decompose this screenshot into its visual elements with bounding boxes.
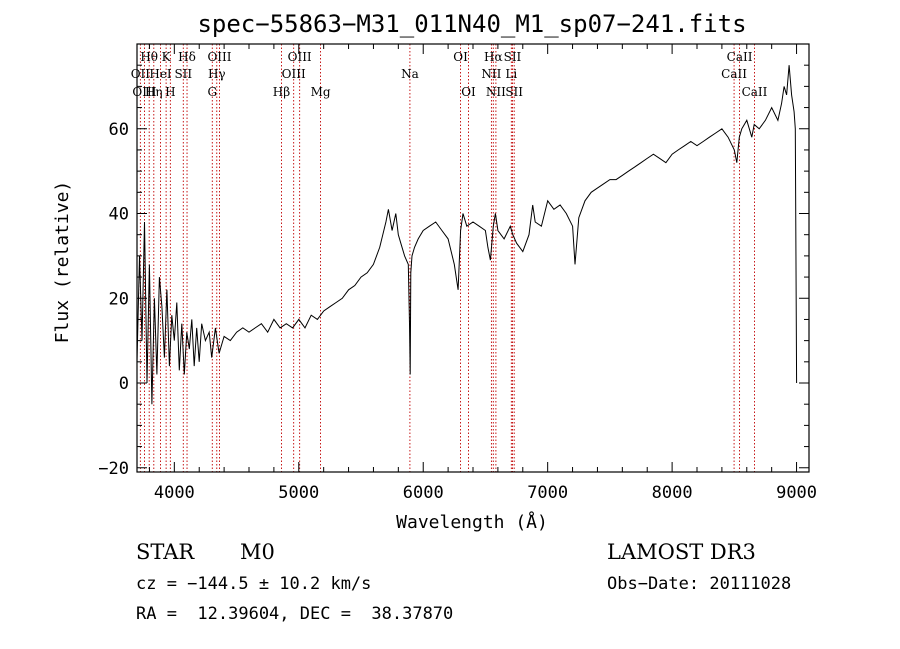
y-tick-label: 20 (109, 289, 129, 309)
spectral-line-label: Mg (311, 85, 331, 99)
x-axis-label: Wavelength (Å) (396, 511, 548, 533)
flux-series-line (136, 65, 798, 405)
x-tick-label: 5000 (278, 483, 319, 503)
object-subclass: M0 (240, 540, 275, 564)
spectral-line-label: CaII (742, 85, 768, 99)
y-axis-label: Flux (relative) (52, 181, 73, 344)
spectral-line-label: CaII (727, 50, 753, 64)
spectral-line-label: Hγ (208, 67, 226, 81)
spectral-line-label: Hη (145, 85, 163, 99)
spectral-line-label: SII (505, 85, 523, 99)
spectral-line-label: Hδ (178, 50, 196, 64)
spectral-line-label: HeI (149, 67, 172, 81)
spectral-line-label: NII (486, 85, 506, 99)
spectral-line-label: OI (461, 85, 476, 99)
spectral-line-label: CaII (721, 67, 747, 81)
x-tick-label: 4000 (154, 483, 195, 503)
y-tick-label: 60 (109, 120, 129, 140)
spectral-line-label: Hα (484, 50, 503, 64)
plot-frame (136, 43, 810, 473)
spectral-line-label: SII (174, 67, 192, 81)
spectral-line-label: NII (481, 67, 501, 81)
x-tick-label: 8000 (652, 483, 693, 503)
spectral-line-label: G (207, 85, 217, 99)
spectral-line-label: Na (401, 67, 419, 81)
spectral-line-label: K (162, 50, 172, 64)
redshift-velocity: cz = −144.5 ± 10.2 km/s (136, 574, 372, 594)
observation-date: Obs−Date: 20111028 (607, 574, 792, 594)
chart-title: spec−55863−M31_011N40_M1_sp07−241.fits (197, 10, 746, 38)
coordinates: RA = 12.39604, DEC = 38.37870 (136, 604, 454, 624)
spectral-line-label: Hθ (140, 50, 158, 64)
spectral-line-label: Li (505, 67, 517, 81)
spectral-line-label: H (165, 85, 175, 99)
spectral-line-label: OI (453, 50, 468, 64)
y-tick-label: −20 (98, 459, 129, 479)
spectral-line-label: OIII (132, 85, 156, 99)
spectral-line-label: SII (504, 50, 522, 64)
x-tick-label: 6000 (403, 483, 444, 503)
y-tick-label: 40 (109, 205, 129, 225)
spectral-line-label: Hβ (273, 85, 290, 99)
x-tick-label: 9000 (776, 483, 817, 503)
y-tick-label: 0 (119, 374, 129, 394)
spectral-line-label: OII (131, 67, 151, 81)
survey-name: LAMOST DR3 (607, 540, 756, 564)
spectral-line-label: OIII (282, 67, 306, 81)
x-tick-label: 7000 (527, 483, 568, 503)
spectral-line-label: OIII (288, 50, 312, 64)
spectral-line-label: OIII (207, 50, 231, 64)
object-class: STAR (136, 540, 195, 564)
